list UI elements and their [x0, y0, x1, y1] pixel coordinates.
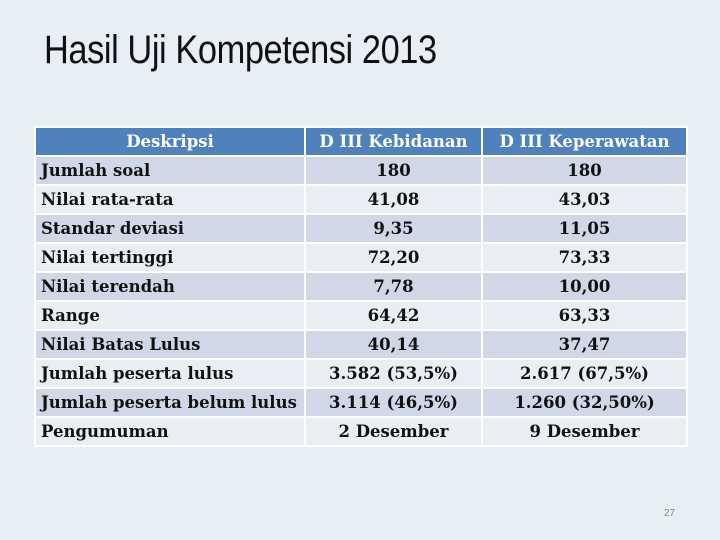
kebidanan-value: 7,78 — [304, 271, 483, 302]
slide-title: Hasil Uji Kompetensi 2013 — [44, 28, 437, 72]
table-row: Nilai terendah 7,78 10,00 — [34, 271, 688, 302]
keperawatan-value: 73,33 — [481, 242, 688, 273]
table-row: Range 64,42 63,33 — [34, 300, 688, 331]
row-label: Nilai rata-rata — [34, 184, 306, 215]
table-header-row: Deskripsi D III Kebidanan D III Keperawa… — [34, 126, 688, 157]
kebidanan-value: 180 — [304, 155, 483, 186]
header-keperawatan: D III Keperawatan — [481, 126, 688, 157]
keperawatan-value: 180 — [481, 155, 688, 186]
kebidanan-value: 72,20 — [304, 242, 483, 273]
keperawatan-value: 37,47 — [481, 329, 688, 360]
kebidanan-value: 41,08 — [304, 184, 483, 215]
row-label: Nilai Batas Lulus — [34, 329, 306, 360]
row-label: Jumlah peserta belum lulus — [34, 387, 306, 418]
kebidanan-value: 3.114 (46,5%) — [304, 387, 483, 418]
kebidanan-value: 2 Desember — [304, 416, 483, 447]
page-number: 27 — [664, 508, 676, 519]
kebidanan-value: 3.582 (53,5%) — [304, 358, 483, 389]
table-row: Nilai rata-rata 41,08 43,03 — [34, 184, 688, 215]
row-label: Pengumuman — [34, 416, 306, 447]
table-row: Pengumuman 2 Desember 9 Desember — [34, 416, 688, 447]
keperawatan-value: 2.617 (67,5%) — [481, 358, 688, 389]
row-label: Nilai tertinggi — [34, 242, 306, 273]
table-row: Standar deviasi 9,35 11,05 — [34, 213, 688, 244]
row-label: Jumlah peserta lulus — [34, 358, 306, 389]
row-label: Range — [34, 300, 306, 331]
keperawatan-value: 10,00 — [481, 271, 688, 302]
table-row: Nilai tertinggi 72,20 73,33 — [34, 242, 688, 273]
keperawatan-value: 1.260 (32,50%) — [481, 387, 688, 418]
kebidanan-value: 64,42 — [304, 300, 483, 331]
kebidanan-value: 9,35 — [304, 213, 483, 244]
table-row: Nilai Batas Lulus 40,14 37,47 — [34, 329, 688, 360]
header-kebidanan: D III Kebidanan — [304, 126, 483, 157]
keperawatan-value: 63,33 — [481, 300, 688, 331]
keperawatan-value: 11,05 — [481, 213, 688, 244]
table-row: Jumlah soal 180 180 — [34, 155, 688, 186]
row-label: Jumlah soal — [34, 155, 306, 186]
row-label: Nilai terendah — [34, 271, 306, 302]
kebidanan-value: 40,14 — [304, 329, 483, 360]
table-row: Jumlah peserta lulus 3.582 (53,5%) 2.617… — [34, 358, 688, 389]
results-table: Deskripsi D III Kebidanan D III Keperawa… — [34, 126, 688, 447]
keperawatan-value: 43,03 — [481, 184, 688, 215]
keperawatan-value: 9 Desember — [481, 416, 688, 447]
row-label: Standar deviasi — [34, 213, 306, 244]
header-deskripsi: Deskripsi — [34, 126, 306, 157]
table-row: Jumlah peserta belum lulus 3.114 (46,5%)… — [34, 387, 688, 418]
